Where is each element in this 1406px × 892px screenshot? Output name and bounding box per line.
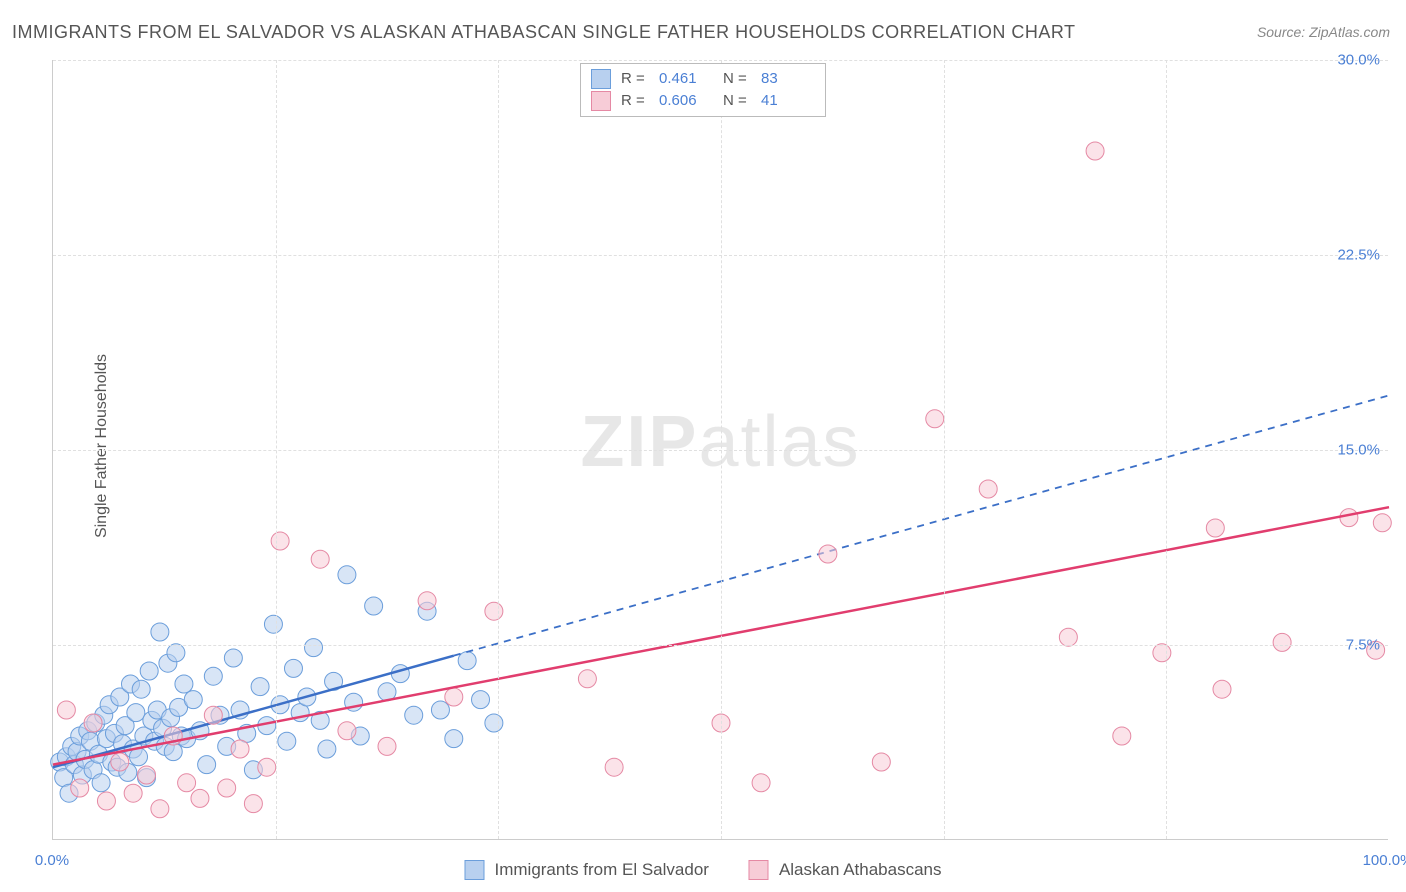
data-point — [1086, 142, 1104, 160]
data-point — [191, 789, 209, 807]
series-legend-item: Immigrants from El Salvador — [464, 860, 708, 880]
data-point — [224, 649, 242, 667]
data-point — [178, 774, 196, 792]
legend-r-value: 0.606 — [659, 90, 713, 112]
data-point — [264, 615, 282, 633]
y-tick-label: 22.5% — [1337, 247, 1380, 264]
data-point — [318, 740, 336, 758]
data-point — [605, 758, 623, 776]
plot-area: ZIPatlas 7.5%15.0%22.5%30.0% — [52, 60, 1388, 840]
data-point — [418, 592, 436, 610]
y-tick-label: 7.5% — [1346, 637, 1380, 654]
y-tick-label: 30.0% — [1337, 52, 1380, 69]
series-legend-label: Alaskan Athabascans — [779, 860, 942, 880]
data-point — [979, 480, 997, 498]
data-point — [244, 795, 262, 813]
data-point — [124, 784, 142, 802]
data-point — [578, 670, 596, 688]
correlation-legend-row: R = 0.606 N = 41 — [591, 90, 815, 112]
data-point — [445, 730, 463, 748]
data-point — [278, 732, 296, 750]
chart-title: IMMIGRANTS FROM EL SALVADOR VS ALASKAN A… — [12, 22, 1076, 43]
data-point — [1059, 628, 1077, 646]
data-point — [485, 602, 503, 620]
x-tick-label: 100.0% — [1363, 852, 1406, 869]
data-point — [1373, 514, 1391, 532]
data-point — [151, 623, 169, 641]
series-legend-label: Immigrants from El Salvador — [494, 860, 708, 880]
data-point — [391, 665, 409, 683]
legend-n-label: N = — [723, 90, 751, 112]
data-point — [184, 691, 202, 709]
legend-r-label: R = — [621, 90, 649, 112]
data-point — [204, 706, 222, 724]
data-point — [1113, 727, 1131, 745]
data-point — [92, 774, 110, 792]
legend-swatch — [591, 91, 611, 111]
data-point — [111, 753, 129, 771]
data-point — [405, 706, 423, 724]
legend-r-label: R = — [621, 68, 649, 90]
data-point — [872, 753, 890, 771]
data-point — [204, 667, 222, 685]
data-point — [138, 766, 156, 784]
legend-n-label: N = — [723, 68, 751, 90]
data-point — [151, 800, 169, 818]
data-point — [127, 704, 145, 722]
data-point — [472, 691, 490, 709]
data-point — [1206, 519, 1224, 537]
gridline-vertical — [498, 60, 499, 839]
gridline-vertical — [276, 60, 277, 839]
gridline-vertical — [1166, 60, 1167, 839]
data-point — [71, 779, 89, 797]
data-point — [1273, 633, 1291, 651]
data-point — [311, 550, 329, 568]
data-point — [1213, 680, 1231, 698]
data-point — [284, 659, 302, 677]
gridline-vertical — [721, 60, 722, 839]
correlation-legend-row: R = 0.461 N = 83 — [591, 68, 815, 90]
data-point — [218, 779, 236, 797]
data-point — [305, 639, 323, 657]
data-point — [1340, 509, 1358, 527]
data-point — [485, 714, 503, 732]
data-point — [167, 644, 185, 662]
data-point — [175, 675, 193, 693]
data-point — [431, 701, 449, 719]
data-point — [57, 701, 75, 719]
data-point — [458, 652, 476, 670]
data-point — [378, 737, 396, 755]
data-point — [198, 756, 216, 774]
y-tick-label: 15.0% — [1337, 442, 1380, 459]
legend-n-value: 83 — [761, 68, 815, 90]
series-legend: Immigrants from El Salvador Alaskan Athab… — [464, 860, 941, 880]
legend-swatch — [464, 860, 484, 880]
data-point — [271, 532, 289, 550]
data-point — [819, 545, 837, 563]
legend-r-value: 0.461 — [659, 68, 713, 90]
data-point — [231, 740, 249, 758]
correlation-legend: R = 0.461 N = 83 R = 0.606 N = 41 — [580, 63, 826, 117]
data-point — [140, 662, 158, 680]
legend-n-value: 41 — [761, 90, 815, 112]
data-point — [251, 678, 269, 696]
data-point — [132, 680, 150, 698]
regression-line-extrapolated — [454, 395, 1389, 655]
data-point — [926, 410, 944, 428]
data-point — [338, 566, 356, 584]
data-point — [1153, 644, 1171, 662]
gridline-vertical — [944, 60, 945, 839]
data-point — [445, 688, 463, 706]
data-point — [97, 792, 115, 810]
data-point — [258, 758, 276, 776]
legend-swatch — [749, 860, 769, 880]
x-tick-label: 0.0% — [35, 852, 69, 869]
legend-swatch — [591, 69, 611, 89]
data-point — [84, 714, 102, 732]
data-point — [365, 597, 383, 615]
data-point — [752, 774, 770, 792]
data-point — [338, 722, 356, 740]
series-legend-item: Alaskan Athabascans — [749, 860, 942, 880]
source-label: Source: ZipAtlas.com — [1257, 24, 1390, 40]
